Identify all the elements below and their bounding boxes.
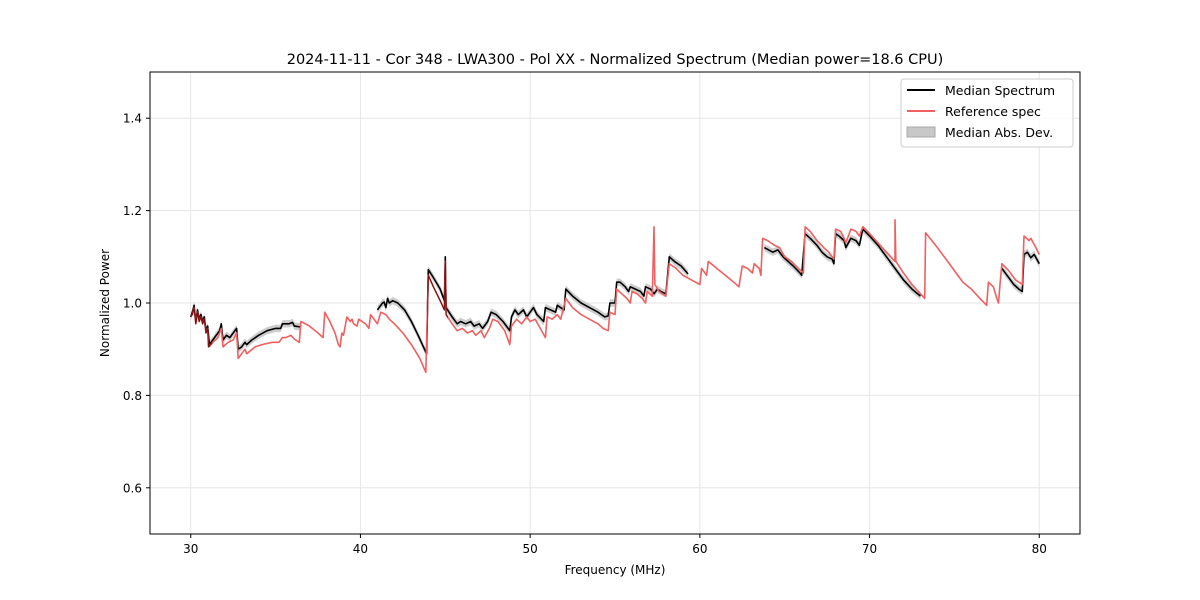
line-layer [189, 219, 1041, 374]
y-tick-label: 1.2 [123, 204, 142, 218]
x-tick-label: 30 [183, 542, 198, 556]
x-axis-label: Frequency (MHz) [565, 563, 666, 577]
legend-box [900, 78, 1074, 148]
legend-reference-label: Reference spec [945, 104, 1041, 119]
x-tick-label: 50 [523, 542, 538, 556]
mad-band [764, 225, 921, 300]
legend-mad-label: Median Abs. Dev. [945, 125, 1053, 140]
legend: Median Spectrum Reference spec Median Ab… [900, 78, 1074, 148]
reference-spec-line [190, 219, 1041, 374]
x-tick-label: 80 [1032, 542, 1047, 556]
chart-title: 2024-11-11 - Cor 348 - LWA300 - Pol XX -… [287, 52, 944, 68]
median-spectrum-line [189, 304, 302, 351]
y-axis-label: Normalized Power [98, 249, 112, 357]
mad-band [377, 253, 688, 358]
y-tick-label: 1.0 [123, 297, 142, 311]
x-tick-label: 70 [862, 542, 877, 556]
y-tick-label: 0.6 [123, 481, 142, 495]
y-tick-label: 1.4 [123, 112, 142, 126]
x-tick-label: 40 [353, 542, 368, 556]
x-tick-label: 60 [692, 542, 707, 556]
y-tick-label: 0.8 [123, 389, 142, 403]
mad-band [1001, 248, 1040, 296]
legend-mad-swatch [906, 126, 936, 138]
tick-layer: 30 40 50 60 70 80 0.6 0.8 1.0 1.2 1.4 [123, 112, 1047, 556]
legend-median-label: Median Spectrum [945, 83, 1055, 98]
